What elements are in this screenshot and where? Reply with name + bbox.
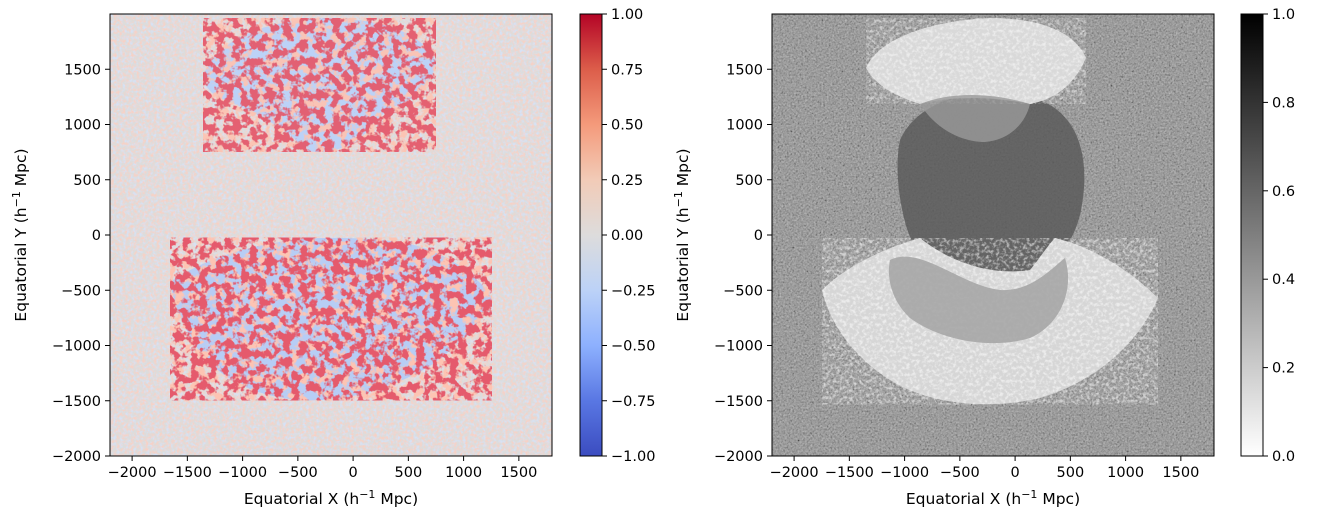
right-x-tick-label: 1500 bbox=[1162, 465, 1199, 481]
left-x-tick-label: −1500 bbox=[163, 465, 212, 481]
left-y-axis-label: Equatorial Y (h−1 Mpc) bbox=[10, 148, 30, 321]
right-colorbar: 1.0 0.8 0.6 0.4 0.2 0.0 bbox=[1240, 7, 1295, 465]
left-colorbar-tick-label: −0.75 bbox=[611, 394, 655, 410]
left-colorbar-tick-label: 0.25 bbox=[611, 173, 643, 189]
right-colorbar-tick-label: 0.0 bbox=[1272, 449, 1295, 465]
right-lower-inner-arc bbox=[888, 256, 1069, 344]
right-colorbar-gradient bbox=[1241, 14, 1263, 456]
right-y-tick-label: 500 bbox=[735, 173, 763, 189]
left-y-axis: −2000 −1500 −1000 −500 0 500 1000 1500 bbox=[52, 62, 110, 465]
right-colorbar-tick-label: 1.0 bbox=[1272, 7, 1295, 23]
right-heatmap-panel: −2000 −1500 −1000 −500 0 500 1000 1500 −2000 −15… bbox=[672, 13, 1215, 508]
right-y-tick-label: −500 bbox=[723, 283, 763, 299]
left-colorbar-tick-label: 0.50 bbox=[611, 118, 643, 134]
left-heatmap-panel: −2000 −1500 −1000 −500 0 500 1000 1500 −2000 −15… bbox=[10, 13, 553, 508]
right-upper-inner-band bbox=[920, 95, 1030, 142]
left-y-tick-label: −2000 bbox=[52, 449, 101, 465]
right-y-tick-label: 1000 bbox=[726, 118, 763, 134]
left-colorbar-tick-label: 0.00 bbox=[611, 228, 643, 244]
right-y-tick-label: 1500 bbox=[726, 62, 763, 78]
left-x-tick-label: 1000 bbox=[445, 465, 482, 481]
left-colorbar-tick-label: −0.25 bbox=[611, 283, 655, 299]
left-x-tick-label: −500 bbox=[278, 465, 318, 481]
left-y-tick-label: 0 bbox=[92, 228, 101, 244]
left-x-axis-label: Equatorial X (h−1 Mpc) bbox=[244, 488, 418, 508]
right-colorbar-tick-label: 0.8 bbox=[1272, 95, 1295, 111]
right-x-tick-label: 500 bbox=[1057, 465, 1085, 481]
right-upper-band-texture bbox=[866, 18, 1086, 104]
left-colorbar: 1.00 0.75 0.50 0.25 0.00 −0.25 −0.50 −0.75 −1.00 bbox=[579, 7, 655, 465]
right-y-tick-label: −1500 bbox=[714, 394, 763, 410]
right-y-tick-label: 0 bbox=[754, 228, 763, 244]
right-y-tick-label: −2000 bbox=[714, 449, 763, 465]
left-x-axis: −2000 −1500 −1000 −500 0 500 1000 1500 bbox=[108, 456, 537, 481]
right-colorbar-tick-label: 0.6 bbox=[1272, 184, 1295, 200]
right-x-tick-label: −2000 bbox=[770, 465, 819, 481]
left-colorbar-tick-label: 1.00 bbox=[611, 7, 643, 23]
right-colorbar-ticks: 1.0 0.8 0.6 0.4 0.2 0.0 bbox=[1263, 7, 1295, 465]
left-x-tick-label: −1000 bbox=[218, 465, 267, 481]
right-central-dark-region bbox=[897, 92, 1085, 286]
right-y-axis: −2000 −1500 −1000 −500 0 500 1000 1500 bbox=[714, 62, 772, 465]
left-x-tick-label: 500 bbox=[395, 465, 423, 481]
left-y-tick-label: 1000 bbox=[64, 118, 101, 134]
right-x-tick-label: 0 bbox=[1010, 465, 1019, 481]
left-y-tick-label: −500 bbox=[61, 283, 101, 299]
right-x-tick-label: −1000 bbox=[880, 465, 929, 481]
right-x-tick-label: −1500 bbox=[825, 465, 874, 481]
right-colorbar-tick-label: 0.4 bbox=[1272, 272, 1295, 288]
right-y-tick-label: −1000 bbox=[714, 339, 763, 355]
left-x-tick-label: 0 bbox=[348, 465, 357, 481]
right-y-axis-label: Equatorial Y (h−1 Mpc) bbox=[672, 148, 692, 321]
left-y-tick-label: 1500 bbox=[64, 62, 101, 78]
left-y-tick-label: −1500 bbox=[52, 394, 101, 410]
left-y-tick-label: −1000 bbox=[52, 339, 101, 355]
right-colorbar-frame bbox=[1240, 13, 1264, 457]
left-y-tick-label: 500 bbox=[73, 173, 101, 189]
left-colorbar-tick-label: 0.75 bbox=[611, 62, 643, 78]
left-colorbar-gradient bbox=[580, 14, 602, 456]
right-x-tick-label: −500 bbox=[940, 465, 980, 481]
left-colorbar-tick-label: −0.50 bbox=[611, 339, 655, 355]
left-x-tick-label: −2000 bbox=[108, 465, 157, 481]
left-lower-region-texture bbox=[170, 237, 492, 401]
left-colorbar-tick-label: −1.00 bbox=[611, 449, 655, 465]
left-x-tick-label: 1500 bbox=[500, 465, 537, 481]
left-colorbar-ticks: 1.00 0.75 0.50 0.25 0.00 −0.25 −0.50 −0.75 −1.00 bbox=[602, 7, 655, 465]
right-x-axis: −2000 −1500 −1000 −500 0 500 1000 1500 bbox=[770, 456, 1199, 481]
right-x-axis-label: Equatorial X (h−1 Mpc) bbox=[906, 488, 1080, 508]
right-x-tick-label: 1000 bbox=[1107, 465, 1144, 481]
right-colorbar-tick-label: 0.2 bbox=[1272, 361, 1295, 377]
left-upper-region-texture bbox=[203, 18, 436, 152]
